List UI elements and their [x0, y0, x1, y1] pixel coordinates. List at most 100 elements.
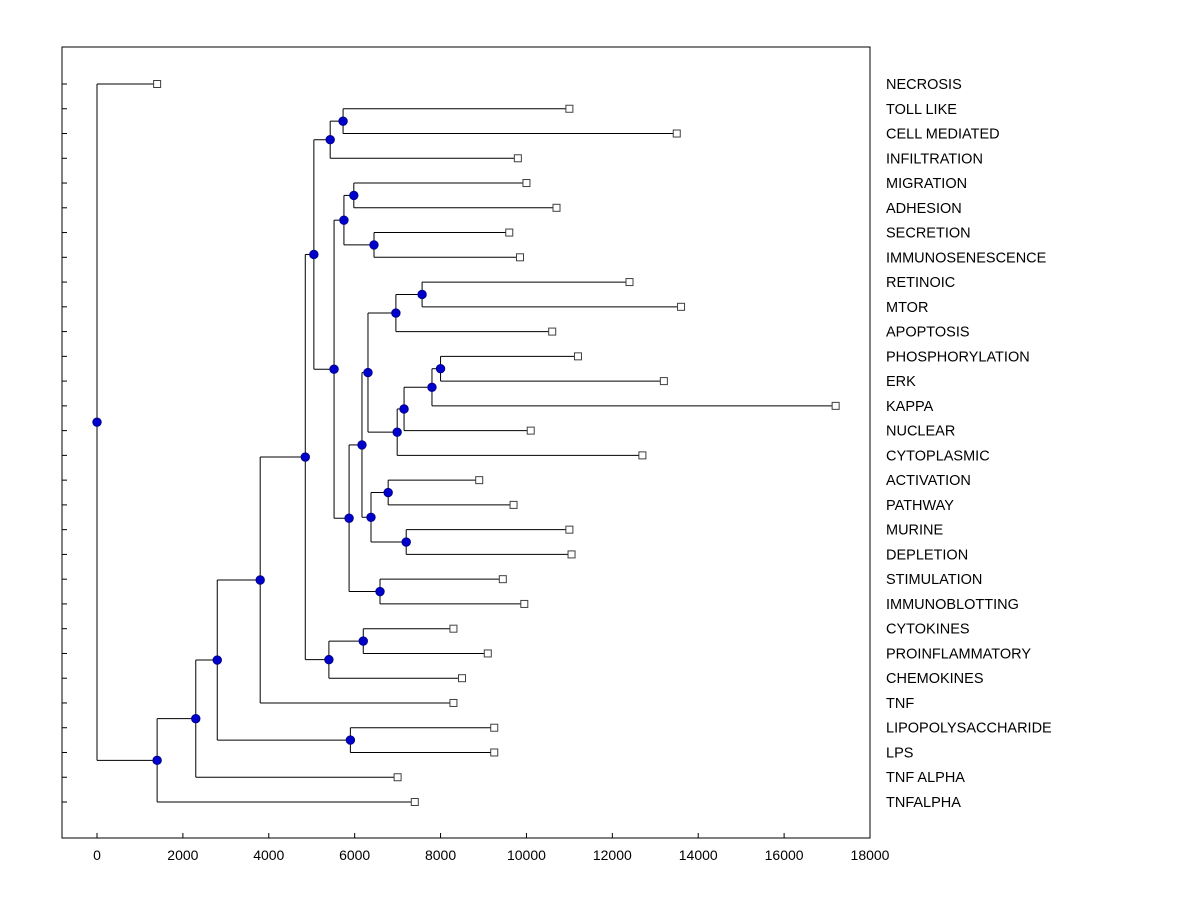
leaf-label: DEPLETION — [886, 547, 968, 563]
x-axis-tick-label: 6000 — [339, 847, 370, 863]
leaf-marker-square — [522, 179, 531, 188]
leaf-label: CELL MEDIATED — [886, 127, 1000, 143]
branch-node-marker — [300, 452, 310, 462]
branch-node-marker — [427, 382, 437, 392]
x-axis-tick-label: 4000 — [253, 847, 284, 863]
leaf-label: PATHWAY — [886, 498, 954, 514]
leaf-label: SECRETION — [886, 226, 971, 242]
leaf-label: IMMUNOBLOTTING — [886, 597, 1019, 613]
plot-box — [61, 46, 871, 839]
leaf-label: STIMULATION — [886, 572, 982, 588]
x-axis-tick-label: 8000 — [425, 847, 456, 863]
leaf-label: CYTOPLASMIC — [886, 448, 990, 464]
leaf-marker-square — [672, 129, 681, 138]
branch-node-marker — [399, 404, 409, 414]
leaf-label: PROINFLAMMATORY — [886, 646, 1031, 662]
leaf-label: CYTOKINES — [886, 622, 970, 638]
branch-node-marker — [92, 417, 102, 427]
x-axis-tick-label: 0 — [93, 847, 101, 863]
leaf-marker-square — [573, 352, 582, 361]
branch-node-marker — [344, 513, 354, 523]
x-axis-tick-label: 10000 — [507, 847, 546, 863]
leaf-marker-square — [449, 624, 458, 633]
leaf-label: TNFALPHA — [886, 795, 961, 811]
branch-node-marker — [329, 364, 339, 374]
leaf-marker-square — [638, 451, 647, 460]
branch-node-marker — [363, 367, 373, 378]
branch-node-marker — [375, 586, 385, 597]
branch-node-marker — [325, 135, 335, 145]
leaf-marker-square — [516, 253, 525, 262]
leaf-marker-square — [393, 773, 402, 782]
x-axis-tick-label: 18000 — [851, 847, 890, 863]
leaf-marker-square — [475, 476, 484, 485]
leaf-marker-square — [505, 228, 514, 237]
leaf-label: ACTIVATION — [886, 473, 971, 489]
leaf-marker-square — [567, 550, 576, 559]
branch-node-marker — [338, 116, 348, 126]
leaf-marker-square — [677, 302, 686, 311]
x-axis-tick-label: 12000 — [593, 847, 632, 863]
leaf-label: IMMUNOSENESCENCE — [886, 250, 1047, 266]
leaf-label: TNF ALPHA — [886, 770, 965, 786]
leaf-marker-square — [513, 154, 522, 163]
x-axis-tick-label: 16000 — [765, 847, 804, 863]
leaf-marker-square — [153, 80, 162, 88]
x-axis-tick-label: 2000 — [167, 847, 198, 863]
leaf-label: ERK — [886, 374, 916, 390]
branch-node-marker — [417, 289, 427, 300]
leaf-label: APOPTOSIS — [886, 325, 970, 341]
leaf-label: MTOR — [886, 300, 928, 316]
leaf-marker-square — [831, 401, 840, 410]
leaf-marker-square — [410, 797, 419, 806]
leaf-marker-square — [449, 698, 458, 707]
leaf-marker-square — [552, 203, 561, 212]
leaf-label: TOLL LIKE — [886, 102, 957, 118]
leaf-label: TNF — [886, 696, 914, 712]
branch-node-marker — [435, 364, 446, 374]
leaf-marker-square — [659, 377, 668, 386]
leaf-marker-square — [490, 748, 499, 757]
leaf-label: LIPOPOLYSACCHARIDE — [886, 721, 1052, 737]
branch-node-marker — [383, 487, 393, 498]
leaf-label: MURINE — [886, 523, 944, 539]
leaf-label: MIGRATION — [886, 176, 967, 192]
leaf-marker-square — [520, 599, 529, 608]
leaf-label: NUCLEAR — [886, 424, 955, 440]
leaf-marker-square — [625, 278, 634, 287]
leaf-marker-square — [490, 723, 499, 732]
branch-node-marker — [339, 215, 349, 225]
leaf-label: PHOSPHORYLATION — [886, 349, 1030, 365]
branch-node-marker — [358, 636, 368, 646]
x-axis-tick-label: 14000 — [679, 847, 718, 863]
leaf-label: ADHESION — [886, 201, 962, 217]
branch-node-marker — [212, 655, 222, 665]
branch-node-marker — [309, 249, 319, 260]
branch-node-marker — [366, 512, 376, 522]
leaf-label: LPS — [886, 745, 913, 761]
branch-node-marker — [401, 537, 411, 547]
leaf-marker-square — [526, 426, 535, 435]
branch-node-marker — [391, 308, 401, 318]
leaf-label: KAPPA — [886, 399, 934, 415]
branch-node-marker — [345, 735, 356, 745]
branch-node-marker — [349, 190, 359, 201]
leaf-marker-square — [483, 649, 492, 658]
leaf-marker-square — [548, 327, 557, 336]
branch-node-marker — [392, 427, 402, 437]
branch-node-marker — [369, 240, 379, 250]
leaf-marker-square — [565, 104, 574, 113]
leaf-label: INFILTRATION — [886, 151, 983, 167]
branch-node-marker — [357, 440, 367, 450]
leaf-label: RETINOIC — [886, 275, 955, 291]
branch-node-marker — [255, 575, 265, 585]
branch-node-marker — [324, 654, 334, 665]
branch-node-marker — [152, 755, 162, 766]
leaf-marker-square — [498, 575, 507, 584]
leaf-label: CHEMOKINES — [886, 671, 984, 687]
leaf-marker-square — [458, 674, 467, 683]
leaf-marker-square — [509, 500, 518, 509]
leaf-label: NECROSIS — [886, 77, 962, 93]
